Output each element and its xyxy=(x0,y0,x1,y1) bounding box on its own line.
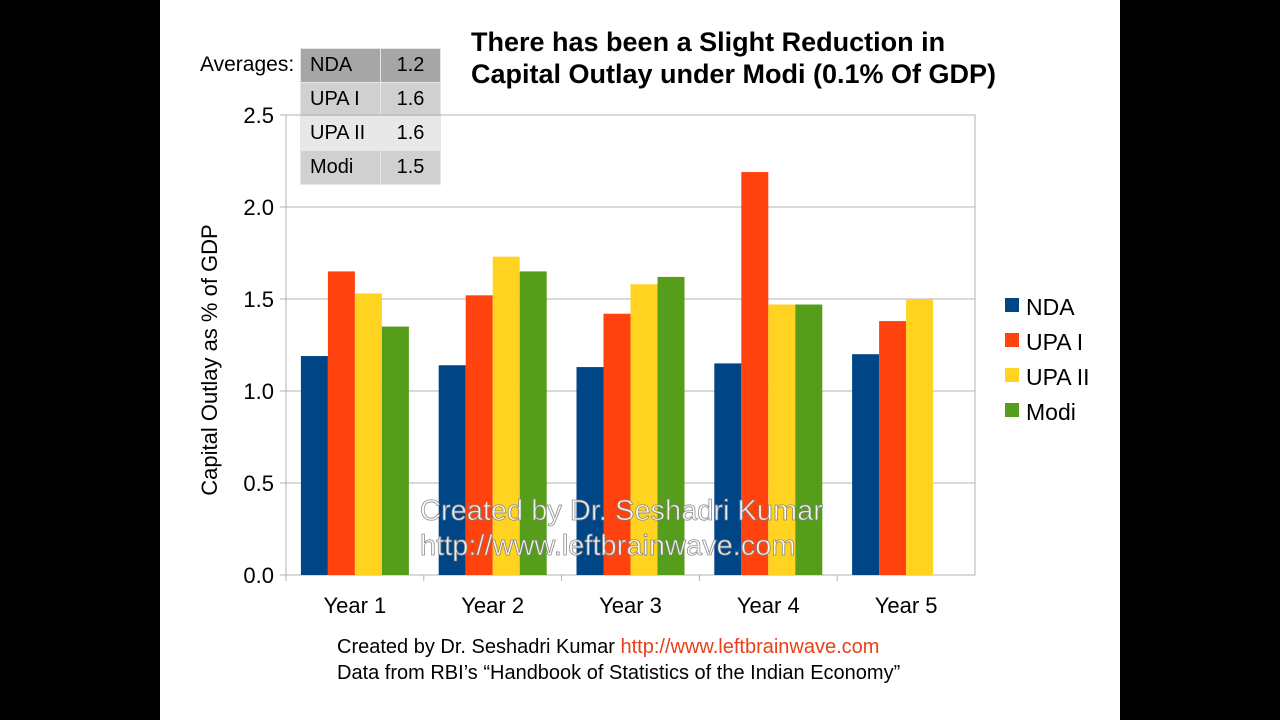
bar-upa-i xyxy=(327,271,355,575)
bar-modi xyxy=(519,271,547,575)
y-tick-label: 1.5 xyxy=(243,287,274,312)
bar-nda xyxy=(576,367,604,575)
legend-swatch xyxy=(1005,298,1019,312)
average-name: UPA II xyxy=(300,116,381,151)
bar-upa-i xyxy=(603,313,631,575)
bar-upa-i xyxy=(465,295,493,575)
legend-label: UPA II xyxy=(1026,364,1090,390)
y-tick-label: 1.0 xyxy=(243,379,274,404)
table-row: UPA II 1.6 xyxy=(300,116,441,151)
bar-nda xyxy=(714,363,742,575)
chart-title: There has been a Slight Reduction in Cap… xyxy=(471,26,1111,90)
y-tick-label: 2.5 xyxy=(243,103,274,128)
legend-label: NDA xyxy=(1026,294,1075,320)
legend-swatch xyxy=(1005,403,1019,417)
bar-upa-ii xyxy=(906,299,934,575)
bar-modi xyxy=(381,326,409,575)
bar-upa-ii xyxy=(354,293,382,575)
x-tick-label: Year 1 xyxy=(323,593,386,618)
watermark-line-1: Created by Dr. Seshadri Kumar xyxy=(420,495,823,527)
bar-modi xyxy=(657,276,685,575)
bar-chart: 0.0 0.5 1.0 1.5 2.0 2.5 Capital Outlay as % of… xyxy=(197,103,1090,618)
table-row: Modi 1.5 xyxy=(300,150,441,185)
footer: Created by Dr. Seshadri Kumar http://www… xyxy=(337,634,900,686)
legend-swatch xyxy=(1005,368,1019,382)
title-line-1: There has been a Slight Reduction in xyxy=(471,27,946,57)
x-tick-label: Year 4 xyxy=(737,593,800,618)
table-row: UPA I 1.6 xyxy=(300,82,441,117)
y-tick-label: 0.5 xyxy=(243,471,274,496)
title-line-2: Capital Outlay under Modi (0.1% Of GDP) xyxy=(471,59,997,89)
averages-table: NDA 1.2 UPA I 1.6 UPA II 1.6 Modi 1.5 xyxy=(300,48,441,185)
bar-upa-i xyxy=(741,172,769,576)
bar-nda xyxy=(300,356,328,575)
y-axis-label: Capital Outlay as % of GDP xyxy=(197,224,222,495)
averages-label: Averages: xyxy=(200,53,295,76)
x-tick-label: Year 5 xyxy=(875,593,938,618)
bar-upa-i xyxy=(879,321,907,575)
average-value: 1.6 xyxy=(380,82,441,117)
x-tick-label: Year 3 xyxy=(599,593,662,618)
average-value: 1.6 xyxy=(380,116,441,151)
average-name: UPA I xyxy=(300,82,381,117)
legend-swatch xyxy=(1005,333,1019,347)
slide: There has been a Slight Reduction in Cap… xyxy=(160,0,1120,720)
bar-nda xyxy=(438,365,466,575)
x-tick-label: Year 2 xyxy=(461,593,524,618)
average-name: Modi xyxy=(300,150,381,185)
y-tick-label: 2.0 xyxy=(243,195,274,220)
footer-link[interactable]: http://www.leftbrainwave.com xyxy=(620,636,880,658)
bar-upa-ii xyxy=(630,284,658,575)
table-row: NDA 1.2 xyxy=(300,48,441,83)
legend-label: Modi xyxy=(1026,399,1076,425)
bar-nda xyxy=(852,354,880,575)
footer-credit: Created by Dr. Seshadri Kumar xyxy=(337,636,621,658)
bar-upa-ii xyxy=(768,304,796,575)
watermark-line-2: http://www.leftbrainwave.com xyxy=(420,530,796,562)
average-value: 1.5 xyxy=(380,150,441,185)
footer-source: Data from RBI’s “Handbook of Statistics … xyxy=(337,662,901,684)
average-value: 1.2 xyxy=(380,48,441,83)
y-tick-label: 0.0 xyxy=(243,563,274,588)
bar-upa-ii xyxy=(492,256,520,575)
legend-label: UPA I xyxy=(1026,329,1083,355)
bar-modi xyxy=(795,304,823,575)
